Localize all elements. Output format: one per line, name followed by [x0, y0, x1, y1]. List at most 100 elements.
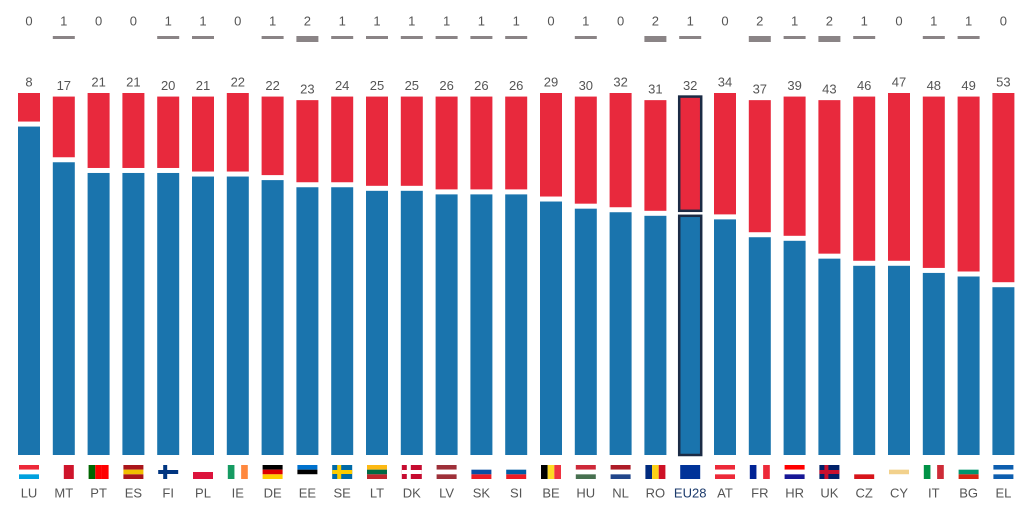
value-label: 21: [196, 78, 210, 93]
flag: [436, 474, 457, 479]
value-label: 34: [718, 74, 732, 89]
value-label: 26: [474, 78, 488, 93]
bar-yes: [226, 176, 249, 456]
bar-no: [714, 93, 736, 215]
x-tick-label: IT: [928, 485, 940, 500]
bar-dont-know: [957, 36, 980, 39]
bar-no: [922, 96, 945, 268]
bar-dont-know: [192, 36, 214, 39]
value-label: 23: [300, 82, 314, 97]
flag: [889, 469, 909, 475]
x-tick-label: EU28: [674, 485, 707, 500]
bar-dont-know: [574, 36, 597, 39]
flag: [575, 465, 596, 470]
x-tick-label: SK: [473, 485, 491, 500]
bar-dont-know: [679, 36, 702, 39]
x-tick-label: DK: [403, 485, 421, 500]
bar-no: [400, 96, 423, 186]
flag: [19, 474, 39, 479]
bar-yes: [677, 214, 703, 457]
flag: [784, 469, 805, 475]
flag: [610, 474, 631, 479]
flag: [241, 465, 248, 479]
flag: [123, 474, 144, 479]
value-label: 1: [582, 13, 589, 28]
flag: [854, 474, 875, 479]
bar-no: [122, 93, 145, 168]
flag: [680, 472, 701, 479]
bar-no: [644, 100, 667, 211]
x-tick-label: SE: [334, 485, 352, 500]
bar-no: [261, 96, 284, 176]
value-label: 29: [544, 74, 558, 89]
value-label: 1: [513, 13, 520, 28]
bar-yes: [609, 212, 632, 455]
value-label: 1: [408, 13, 415, 28]
bar-no: [783, 96, 806, 236]
flag: [993, 465, 1014, 470]
flag: [262, 469, 283, 475]
flag: [715, 469, 735, 475]
value-label: 25: [405, 78, 419, 93]
x-tick-label: PT: [90, 485, 107, 500]
x-tick-label: RO: [646, 485, 666, 500]
bar-yes: [574, 208, 597, 455]
flag: [401, 470, 422, 474]
value-label: 21: [91, 74, 105, 89]
value-label: 48: [927, 78, 941, 93]
x-tick-label: EE: [299, 485, 317, 500]
bar-yes: [122, 172, 145, 455]
flag: [554, 465, 561, 479]
bar-no: [992, 93, 1015, 283]
flag: [367, 474, 387, 479]
x-tick-label: SI: [510, 485, 522, 500]
flag: [749, 465, 757, 479]
value-label: 46: [857, 78, 871, 93]
bar-yes: [261, 180, 284, 456]
flag: [227, 465, 235, 479]
x-tick-label: AT: [717, 485, 733, 500]
bar-dont-know: [52, 36, 75, 39]
bar-dont-know: [366, 36, 388, 39]
value-label: 1: [373, 13, 380, 28]
bar-no: [470, 96, 493, 190]
flag: [53, 465, 64, 479]
flag: [854, 465, 875, 470]
x-tick-label: EL: [995, 485, 1011, 500]
bar-no: [157, 96, 180, 168]
bar-yes: [922, 272, 945, 455]
flag: [95, 465, 102, 479]
x-tick-label: ES: [125, 485, 143, 500]
x-tick-label: HU: [576, 485, 595, 500]
bar-no: [226, 93, 249, 172]
value-label: 17: [57, 78, 71, 93]
value-label: 43: [822, 82, 836, 97]
flag: [158, 470, 179, 474]
flag: [337, 465, 342, 479]
bar-yes: [470, 194, 493, 455]
value-label: 8: [25, 74, 32, 89]
bar-no: [748, 100, 771, 233]
flag: [193, 472, 213, 479]
flag: [824, 465, 829, 479]
bar-dont-know: [470, 36, 493, 39]
bar-dont-know: [157, 36, 180, 39]
x-tick-label: FR: [751, 485, 768, 500]
value-label: 0: [234, 13, 241, 28]
x-tick-label: IE: [232, 485, 245, 500]
flag: [819, 470, 840, 474]
flag: [715, 474, 735, 479]
bar-dont-know: [853, 36, 876, 39]
bar-no: [296, 100, 319, 183]
x-tick-label: UK: [820, 485, 838, 500]
x-tick-label: LU: [21, 485, 38, 500]
flag: [958, 469, 979, 475]
flag: [610, 469, 631, 475]
flag: [471, 474, 492, 479]
value-label: 0: [1000, 13, 1007, 28]
flag: [262, 465, 283, 470]
flag: [193, 465, 213, 472]
value-label: 1: [199, 13, 206, 28]
flag: [715, 465, 735, 470]
bar-yes: [331, 187, 354, 455]
